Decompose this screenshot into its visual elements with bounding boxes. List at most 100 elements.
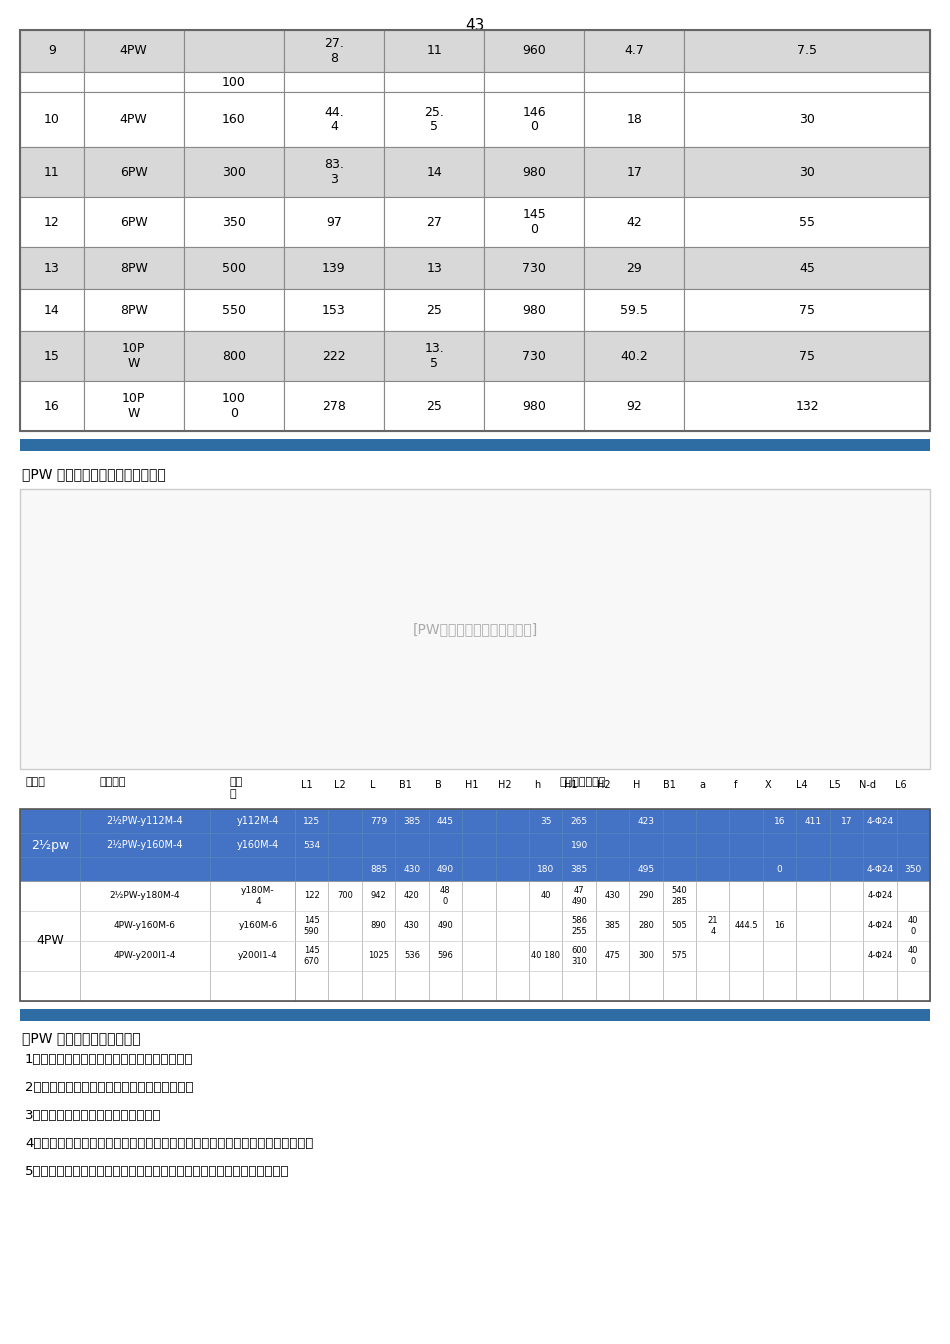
Bar [84,91,183,146]
Text: 145
670: 145 670 [304,946,320,966]
Bar [484,247,584,289]
Bar [20,91,84,146]
Text: 6PW: 6PW [120,215,147,228]
Text: 190: 190 [570,840,588,849]
Bar [684,289,930,331]
Text: f: f [733,780,737,790]
Bar [183,30,284,73]
Text: H2: H2 [597,780,610,790]
Bar [20,247,84,289]
Text: 18: 18 [626,113,642,126]
Text: 430: 430 [404,922,420,930]
Text: L5: L5 [828,780,841,790]
Text: 4-Φ24: 4-Φ24 [867,922,893,930]
Bar [584,73,684,91]
Bar [384,91,484,146]
Text: 153: 153 [322,304,346,316]
Text: 11: 11 [44,165,60,179]
Text: 222: 222 [322,349,346,363]
Text: 475: 475 [604,952,620,961]
Text: B: B [435,780,442,790]
Text: 16: 16 [44,399,60,413]
Text: 电机: 电机 [230,777,243,788]
Bar [484,73,584,91]
Text: 730: 730 [522,262,546,274]
Text: 265: 265 [571,817,588,825]
Text: 420: 420 [404,891,420,900]
Bar [20,30,930,431]
Bar [484,91,584,146]
Text: 180: 180 [537,864,554,874]
Text: 外型及安装尺寸: 外型及安装尺寸 [560,777,606,788]
Bar [183,247,284,289]
Bar [584,247,684,289]
Text: H2: H2 [498,780,511,790]
Bar [584,380,684,431]
Text: 4PW: 4PW [36,934,64,948]
Bar [484,331,584,380]
Bar [20,489,930,769]
Text: y160M-6: y160M-6 [238,922,277,930]
Text: 385: 385 [570,864,588,874]
Text: 5）清理底座的支持平面及水泵和电机脚平面，然后把泵与电机装上底座。: 5）清理底座的支持平面及水泵和电机脚平面，然后把泵与电机装上底座。 [25,1165,290,1177]
Bar [584,198,684,247]
Bar [183,331,284,380]
Bar [284,247,384,289]
Text: 14: 14 [427,165,442,179]
Text: 2）用水平仪检查底座水平，允许用镁铁找平。: 2）用水平仪检查底座水平，允许用镁铁找平。 [25,1081,194,1094]
Bar [183,289,284,331]
Text: 4PW-y160M-6: 4PW-y160M-6 [114,922,176,930]
Text: 92: 92 [626,399,642,413]
Text: 540
285: 540 285 [672,886,687,906]
Text: L2: L2 [333,780,346,790]
Text: 980: 980 [522,399,546,413]
Text: 30: 30 [799,165,815,179]
Bar [684,380,930,431]
Text: X: X [765,780,771,790]
Text: 960: 960 [522,44,546,58]
Text: 13: 13 [44,262,60,274]
Text: 100
0: 100 0 [222,392,246,419]
Text: 490: 490 [438,922,453,930]
Text: 【PW 型卧式污水泵】安装：: 【PW 型卧式污水泵】安装： [22,1031,141,1046]
Text: 13: 13 [427,262,442,274]
Text: H1: H1 [465,780,478,790]
Text: 17: 17 [841,817,852,825]
Text: B1: B1 [663,780,676,790]
Bar [20,1009,930,1021]
Text: 4-Φ24: 4-Φ24 [867,891,893,900]
Text: 40
0: 40 0 [908,946,919,966]
Text: 430: 430 [604,891,620,900]
Text: y160M-4: y160M-4 [237,840,279,849]
Bar [183,146,284,198]
Bar [384,198,484,247]
Bar [284,331,384,380]
Text: 942: 942 [370,891,387,900]
Bar [183,198,284,247]
Bar [584,146,684,198]
Text: 40
0: 40 0 [908,917,919,935]
Text: 4PW-y200l1-4: 4PW-y200l1-4 [114,952,176,961]
Text: 7.5: 7.5 [797,44,817,58]
Bar [484,146,584,198]
Text: 280: 280 [638,922,654,930]
Text: 423: 423 [637,817,655,825]
Text: 75: 75 [799,304,815,316]
Bar [20,439,930,452]
Bar [84,198,183,247]
Bar [20,289,84,331]
Text: 17: 17 [626,165,642,179]
Text: 4-Φ24: 4-Φ24 [866,817,893,825]
Text: 25: 25 [427,304,442,316]
Bar [20,809,930,882]
Text: 600
310: 600 310 [571,946,587,966]
Bar [584,30,684,73]
Bar [484,198,584,247]
Bar [684,331,930,380]
Bar [20,809,930,1001]
Text: 号: 号 [230,789,237,798]
Text: 536: 536 [404,952,420,961]
Bar [284,380,384,431]
Bar [284,289,384,331]
Text: 586
255: 586 255 [571,917,587,935]
